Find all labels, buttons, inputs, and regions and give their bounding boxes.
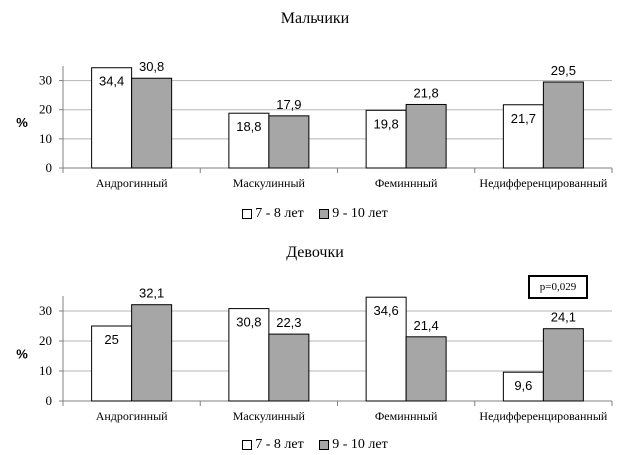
bar [228,112,270,169]
x-tick-label: Недифференцированный [479,409,608,423]
bar [131,77,173,169]
bar [268,333,310,402]
y-tick-label: 20 [39,333,52,348]
legend: 7 - 8 лет 9 - 10 лет [0,206,630,224]
data-label: 25 [104,332,118,347]
bar [131,304,173,402]
legend-item-series-2: 9 - 10 лет [319,437,388,453]
legend-item-series-1: 7 - 8 лет [242,206,304,222]
legend-item-series-2: 9 - 10 лет [319,206,388,222]
y-tick-label: 0 [46,160,53,175]
y-tick-label: 0 [46,393,53,408]
y-tick-label: 20 [39,102,52,117]
legend-label: 9 - 10 лет [332,437,388,452]
legend-swatch [319,440,330,450]
data-label: 22,3 [276,315,301,330]
bar [542,81,584,169]
data-label: 32,1 [139,286,164,301]
data-label: 30,8 [139,59,164,74]
data-label: 34,6 [373,303,398,318]
data-label: 21,8 [413,85,438,100]
x-tick-label: Андрогинный [96,176,168,190]
chart-girls: Девочки 0 10 20 30% 25 32,1 Андрогинный 30,8 22,… [0,232,630,455]
legend-item-series-1: 7 - 8 лет [242,437,304,453]
bar [405,103,447,169]
chart-boys: Мальчики 0 10 20 30% 34,4 30,8 Андрогинный 18,8… [0,10,630,224]
legend-label: 7 - 8 лет [255,206,304,221]
chart-title: Мальчики [280,10,350,27]
chart-title: Девочки [286,244,344,261]
data-label: 34,4 [99,74,124,89]
y-tick-label: 10 [39,363,52,378]
y-tick-label: 30 [39,303,52,318]
legend-label: 7 - 8 лет [255,437,304,452]
legend-swatch [242,440,253,450]
data-label: 21,7 [511,111,536,126]
x-tick-label: Феминнный [375,409,438,423]
data-label: 29,5 [551,63,576,78]
bar [268,115,310,169]
y-tick-label: 10 [39,131,52,146]
chart-boys-plot: 0 10 20 30% 34,4 30,8 Андрогинный 18,8 17,9 Маску… [16,59,613,190]
significance-annotation: p=0,029 [528,275,588,299]
bar [542,328,584,402]
legend-label: 9 - 10 лет [332,206,388,221]
y-tick-label: 30 [39,73,52,88]
data-label: 17,9 [276,97,301,112]
bar [365,296,407,402]
data-label: 24,1 [551,310,576,325]
data-label: 30,8 [236,315,261,330]
y-axis-label: % [16,347,28,362]
data-label: 21,4 [413,318,438,333]
data-label: 9,6 [514,378,532,393]
x-tick-label: Андрогинный [96,409,168,423]
data-label: 19,8 [373,116,398,131]
bar [91,67,133,169]
data-label: 18,8 [236,119,261,134]
legend: 7 - 8 лет 9 - 10 лет [0,437,630,455]
bar [91,325,133,402]
legend-swatch [242,209,253,219]
chart-girls-plot: 0 10 20 30% 25 32,1 Андрогинный 30,8 22,3 Маскули… [16,286,613,423]
x-tick-label: Маскулинный [233,176,306,190]
bar [228,308,270,402]
legend-swatch [319,209,330,219]
bar [405,336,447,402]
x-tick-label: Недифференцированный [479,176,608,190]
x-tick-label: Феминнный [375,176,438,190]
y-axis-label: % [16,115,28,130]
x-tick-label: Маскулинный [233,409,306,423]
